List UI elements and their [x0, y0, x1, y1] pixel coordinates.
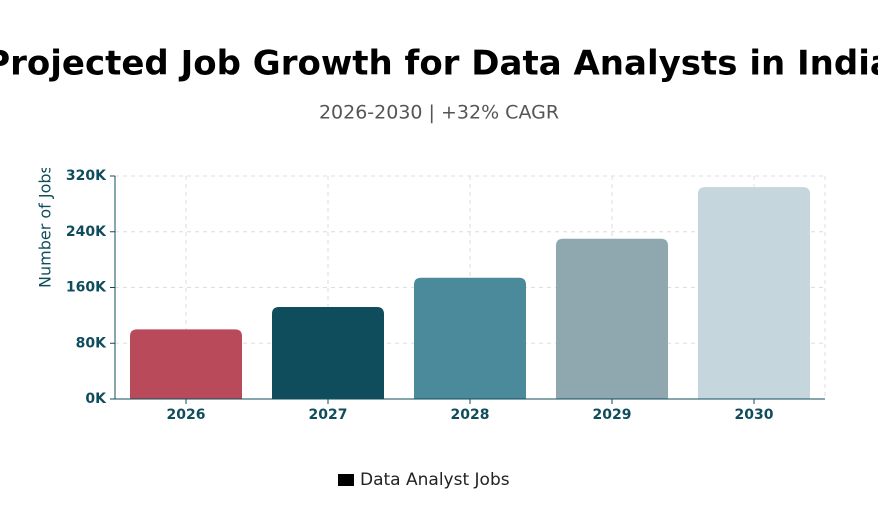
- y-tick-label: 80K: [76, 335, 107, 351]
- legend-swatch: [338, 474, 354, 486]
- bar: [414, 277, 526, 399]
- y-tick-label: 0K: [85, 391, 107, 407]
- x-tick-label: 2030: [735, 407, 774, 423]
- x-tick-label: 2026: [167, 407, 206, 423]
- y-tick-label: 320K: [66, 168, 107, 184]
- chart-subtitle: 2026-2030 | +32% CAGR: [319, 102, 559, 124]
- x-tick-label: 2029: [593, 407, 632, 423]
- bar: [556, 238, 668, 399]
- bar: [272, 307, 384, 399]
- legend-label: Data Analyst Jobs: [360, 470, 510, 490]
- y-tick-label: 160K: [66, 280, 107, 296]
- x-tick-label: 2028: [451, 407, 490, 423]
- y-tick-label: 240K: [66, 224, 107, 240]
- bar: [130, 329, 242, 399]
- bar: [698, 187, 810, 399]
- chart-title: Projected Job Growth for Data Analysts i…: [0, 44, 878, 84]
- y-axis-label: Number of Jobs: [36, 165, 55, 288]
- x-tick-label: 2027: [309, 407, 348, 423]
